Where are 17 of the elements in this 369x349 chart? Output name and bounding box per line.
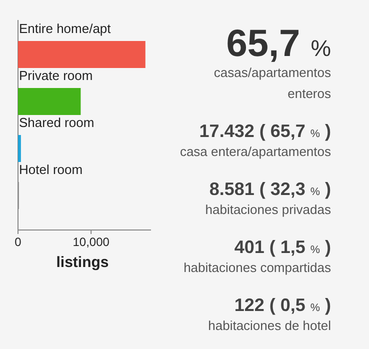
x-tick-label: 0 bbox=[14, 235, 22, 249]
text: habitaciones de hotel bbox=[208, 318, 332, 333]
x-tick-label: 10,000 bbox=[72, 235, 110, 249]
text: 17.432 ( 65,7 % ) bbox=[199, 121, 331, 141]
text: 8.581 ( 32,3 % ) bbox=[209, 179, 331, 199]
text: 122 ( 0,5 % ) bbox=[234, 295, 331, 315]
text: habitaciones privadas bbox=[205, 202, 332, 217]
y-tick-label: Shared room bbox=[19, 115, 94, 130]
y-tick-label: Entire home/apt bbox=[19, 21, 112, 36]
text: casa entera/apartamentos bbox=[180, 144, 332, 159]
text: 401 ( 1,5 % ) bbox=[234, 237, 331, 257]
text: 65,7 % bbox=[226, 23, 331, 65]
x-axis-title: listings bbox=[56, 254, 109, 271]
text: casas/apartamentos enteros bbox=[214, 65, 332, 101]
y-tick-label: Hotel room bbox=[19, 162, 83, 177]
y-tick-label: Private room bbox=[19, 68, 93, 83]
text: habitaciones compartidas bbox=[184, 260, 332, 275]
